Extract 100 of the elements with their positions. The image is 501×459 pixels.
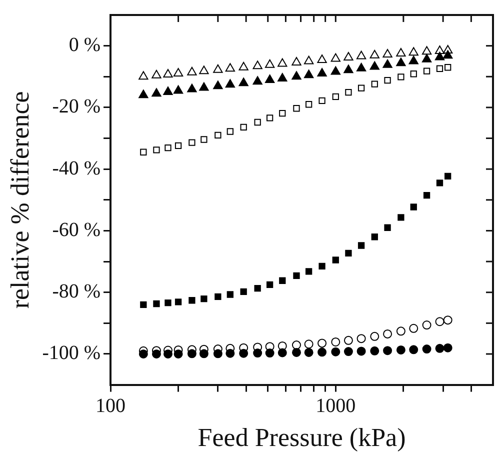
point [344, 52, 354, 61]
point [382, 59, 392, 68]
y-tick-label: -100 % [42, 342, 101, 364]
point [200, 136, 208, 143]
point [356, 62, 366, 72]
point [370, 332, 380, 341]
point [330, 66, 340, 75]
point [293, 272, 300, 280]
point [279, 110, 286, 117]
point [436, 180, 444, 186]
point [304, 70, 314, 78]
point [226, 128, 234, 135]
point [278, 341, 287, 350]
point [422, 54, 432, 62]
y-tick-label: -20 % [52, 96, 101, 118]
point [174, 142, 182, 149]
point [408, 56, 418, 64]
point [254, 118, 261, 126]
point [371, 234, 378, 240]
point [254, 285, 261, 292]
point [226, 291, 234, 298]
point [423, 192, 430, 199]
point [434, 46, 445, 54]
y-tick-label: -80 % [52, 280, 101, 303]
point [199, 82, 209, 91]
point [188, 297, 196, 304]
point [410, 204, 417, 210]
point [383, 346, 392, 356]
point [383, 329, 392, 338]
point [331, 347, 340, 356]
point [240, 288, 247, 296]
point [187, 66, 197, 76]
point [422, 344, 432, 354]
point [278, 58, 288, 67]
point [317, 68, 327, 77]
point [213, 80, 223, 90]
point [240, 124, 247, 130]
point [304, 56, 314, 64]
point [409, 345, 418, 354]
point [264, 74, 275, 84]
point [398, 214, 404, 221]
point [384, 77, 391, 84]
point [266, 114, 274, 122]
point [265, 348, 274, 358]
point [396, 48, 406, 57]
point [318, 338, 327, 348]
point [370, 61, 380, 70]
point [264, 59, 275, 68]
x-axis-title: Feed Pressure (kPa) [198, 423, 406, 452]
point [396, 345, 406, 354]
point [304, 348, 314, 357]
point [345, 250, 352, 257]
point [435, 344, 444, 353]
point [384, 224, 391, 231]
point [371, 80, 378, 88]
point [279, 277, 286, 284]
point [422, 46, 432, 55]
point [358, 84, 365, 92]
point [318, 348, 327, 357]
point [408, 47, 418, 56]
point [292, 348, 301, 357]
point [278, 72, 288, 82]
point [356, 50, 366, 60]
point [317, 54, 327, 63]
y-tick-label: -60 % [52, 218, 101, 241]
point [410, 70, 417, 78]
point [213, 64, 223, 73]
point [173, 85, 184, 94]
point [200, 295, 208, 302]
point [370, 50, 380, 58]
point [173, 68, 184, 77]
point [435, 317, 444, 326]
point [344, 64, 354, 74]
point [422, 320, 432, 330]
point [305, 101, 312, 108]
point [331, 337, 340, 346]
point [356, 334, 366, 344]
y-tick-label: -40 % [52, 157, 101, 180]
point [318, 262, 326, 270]
point [225, 63, 235, 72]
point [436, 65, 444, 72]
point [304, 340, 314, 349]
point [187, 84, 197, 92]
point [358, 242, 365, 249]
point [214, 132, 222, 139]
x-tick-label: 1000 [316, 395, 356, 418]
point [318, 97, 326, 104]
point [332, 256, 339, 264]
point [396, 326, 406, 336]
point [330, 53, 340, 62]
point [252, 76, 262, 85]
point [344, 347, 353, 356]
point [423, 68, 430, 74]
point [252, 60, 262, 70]
point [188, 139, 196, 146]
point [370, 346, 380, 356]
point [292, 56, 302, 66]
point [225, 79, 235, 88]
point [292, 340, 301, 350]
point [396, 58, 406, 66]
